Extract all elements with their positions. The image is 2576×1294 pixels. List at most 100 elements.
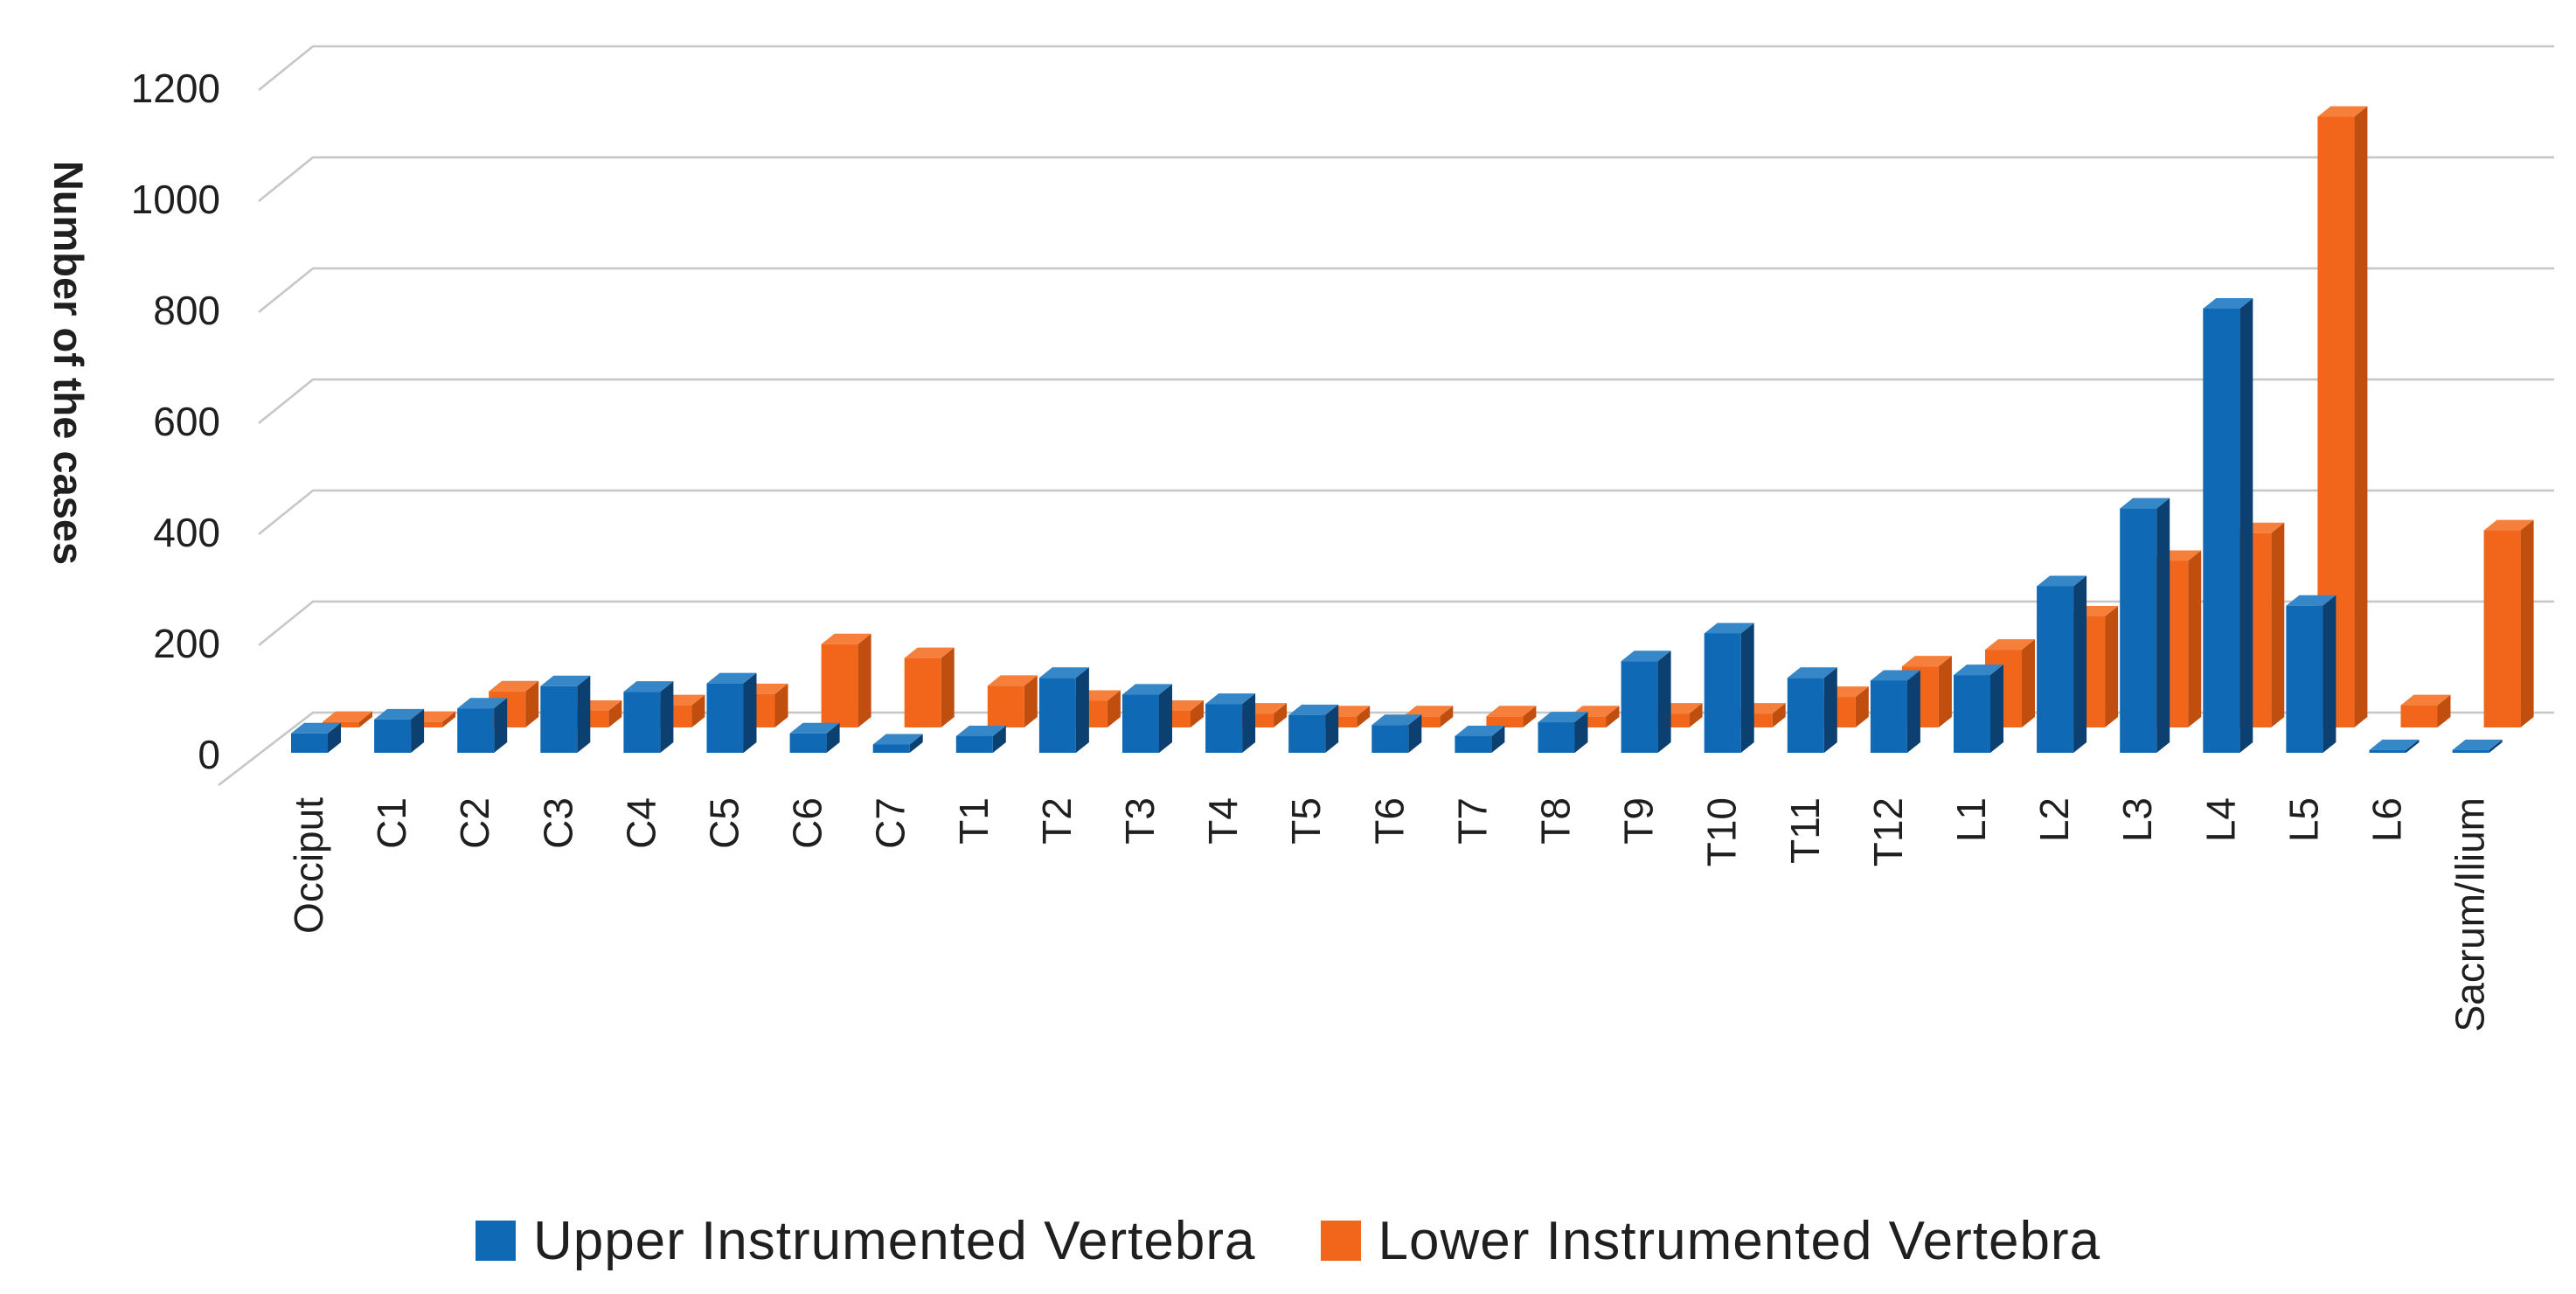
bar-uiv-T10 (1704, 623, 1754, 753)
bar-face-top (1901, 656, 1952, 667)
bar-face-side (1491, 725, 1505, 753)
bar-uiv-T3 (1122, 684, 1172, 753)
gridline-600 (258, 378, 2554, 425)
bar-face-side (1606, 706, 1620, 727)
bar-face-side (1440, 706, 1454, 727)
bar-face-top (1455, 725, 1505, 736)
x-label-T4: T4 (1200, 797, 1246, 845)
bar-face-top (489, 680, 539, 692)
x-label-T2: T2 (1034, 797, 1080, 845)
bar-uiv-C7 (872, 734, 923, 753)
x-label-T5: T5 (1283, 797, 1329, 845)
bar-face-front (2400, 705, 2438, 727)
bar-face-top (623, 681, 674, 692)
gridline-400 (258, 489, 2554, 536)
bar-face-top (1205, 693, 1256, 705)
bar-face-front (821, 644, 858, 727)
bar-face-side (826, 722, 840, 753)
bar-face-side (1107, 690, 1121, 727)
bar-face-front (2120, 508, 2157, 753)
bar-face-side (774, 683, 788, 727)
gridlines (218, 45, 2554, 787)
x-label-T1: T1 (951, 797, 996, 845)
bar-face-front (457, 708, 495, 753)
bar-uiv-T9 (1621, 650, 1671, 753)
legend-label-upper: Upper Instrumented Vertebra (532, 1210, 1256, 1271)
y-tick-200: 200 (153, 621, 220, 666)
bar-face-side (1024, 675, 1038, 727)
bar-face-side (2520, 519, 2534, 727)
bar-face-side (2271, 522, 2285, 727)
bar-face-side (1159, 684, 1172, 753)
x-label-C6: C6 (785, 797, 830, 849)
bar-face-side (1075, 667, 1089, 753)
bar-face-top (1486, 706, 1537, 717)
bar-face-side (2156, 497, 2170, 753)
x-label-L6: L6 (2364, 797, 2410, 842)
bar-uiv-T6 (1371, 714, 1422, 753)
bar-liv-C6 (821, 633, 871, 727)
bar-face-top (1870, 670, 1920, 681)
bar-face-side (743, 672, 757, 753)
bar-face-top (1288, 704, 1339, 715)
bar-face-side (525, 680, 539, 727)
y-tick-1200: 1200 (131, 66, 220, 111)
bar-face-top (955, 725, 1006, 736)
series-upper (291, 298, 2503, 753)
x-label-C5: C5 (702, 797, 747, 849)
bar-face-side (328, 722, 341, 753)
bar-face-front (374, 719, 412, 753)
bar-face-side (1408, 714, 1422, 753)
bar-face-top (2452, 739, 2503, 750)
legend-swatch-lower-icon (1320, 1221, 1361, 1261)
bar-face-side (2354, 106, 2368, 727)
bar-uiv-C2 (457, 698, 508, 753)
bar-face-side (608, 699, 622, 727)
bar-face-front (904, 657, 941, 727)
x-label-T6: T6 (1366, 797, 1412, 845)
bar-face-front (1288, 714, 1326, 753)
bar-face-side (1689, 703, 1703, 727)
bar-face-top (374, 708, 425, 720)
bar-uiv-Occiput (291, 722, 341, 753)
bar-face-top (904, 647, 955, 658)
bar-liv-Sacrum/Ilium (2483, 519, 2534, 727)
bar-liv-L5 (2317, 106, 2368, 727)
bar-face-top (706, 672, 757, 684)
x-label-T7: T7 (1449, 797, 1495, 845)
bar-face-front (1704, 633, 1741, 753)
x-label-T12: T12 (1865, 797, 1911, 866)
bar-face-top (789, 722, 840, 734)
bar-uiv-L2 (2037, 575, 2087, 753)
bar-face-top (2369, 739, 2420, 750)
bar-face-front (1455, 735, 1492, 753)
bar-uiv-L6 (2369, 739, 2420, 753)
y-axis-title: Number of the cases (45, 161, 92, 565)
bar-uiv-C4 (623, 681, 674, 753)
bar-face-side (1906, 670, 1920, 753)
bar-face-side (411, 708, 425, 753)
y-tick-800: 800 (153, 288, 220, 333)
bar-face-top (291, 722, 341, 734)
x-label-T9: T9 (1616, 797, 1662, 845)
bar-uiv-T8 (1538, 712, 1588, 753)
legend-swatch-upper-icon (475, 1221, 516, 1261)
bar-face-side (1938, 656, 1952, 727)
x-label-L2: L2 (2031, 797, 2077, 842)
bar-uiv-T5 (1288, 704, 1339, 753)
bar-face-side (691, 694, 705, 727)
bar-face-top (872, 734, 923, 745)
x-label-Sacrum-Ilium: Sacrum/Ilium (2448, 797, 2493, 1032)
bar-uiv-L3 (2120, 497, 2170, 753)
bar-face-front (706, 683, 744, 753)
bar-face-top (1038, 667, 1089, 678)
bar-face-top (1621, 650, 1671, 662)
x-label-T10: T10 (1699, 797, 1745, 866)
bar-face-side (1325, 704, 1339, 753)
bar-face-side (2105, 606, 2119, 727)
y-axis-ticks: 0 200 400 600 800 1000 1200 (131, 66, 220, 777)
bar-face-side (1657, 650, 1671, 753)
bar-face-front (987, 685, 1024, 727)
y-tick-400: 400 (153, 510, 220, 555)
